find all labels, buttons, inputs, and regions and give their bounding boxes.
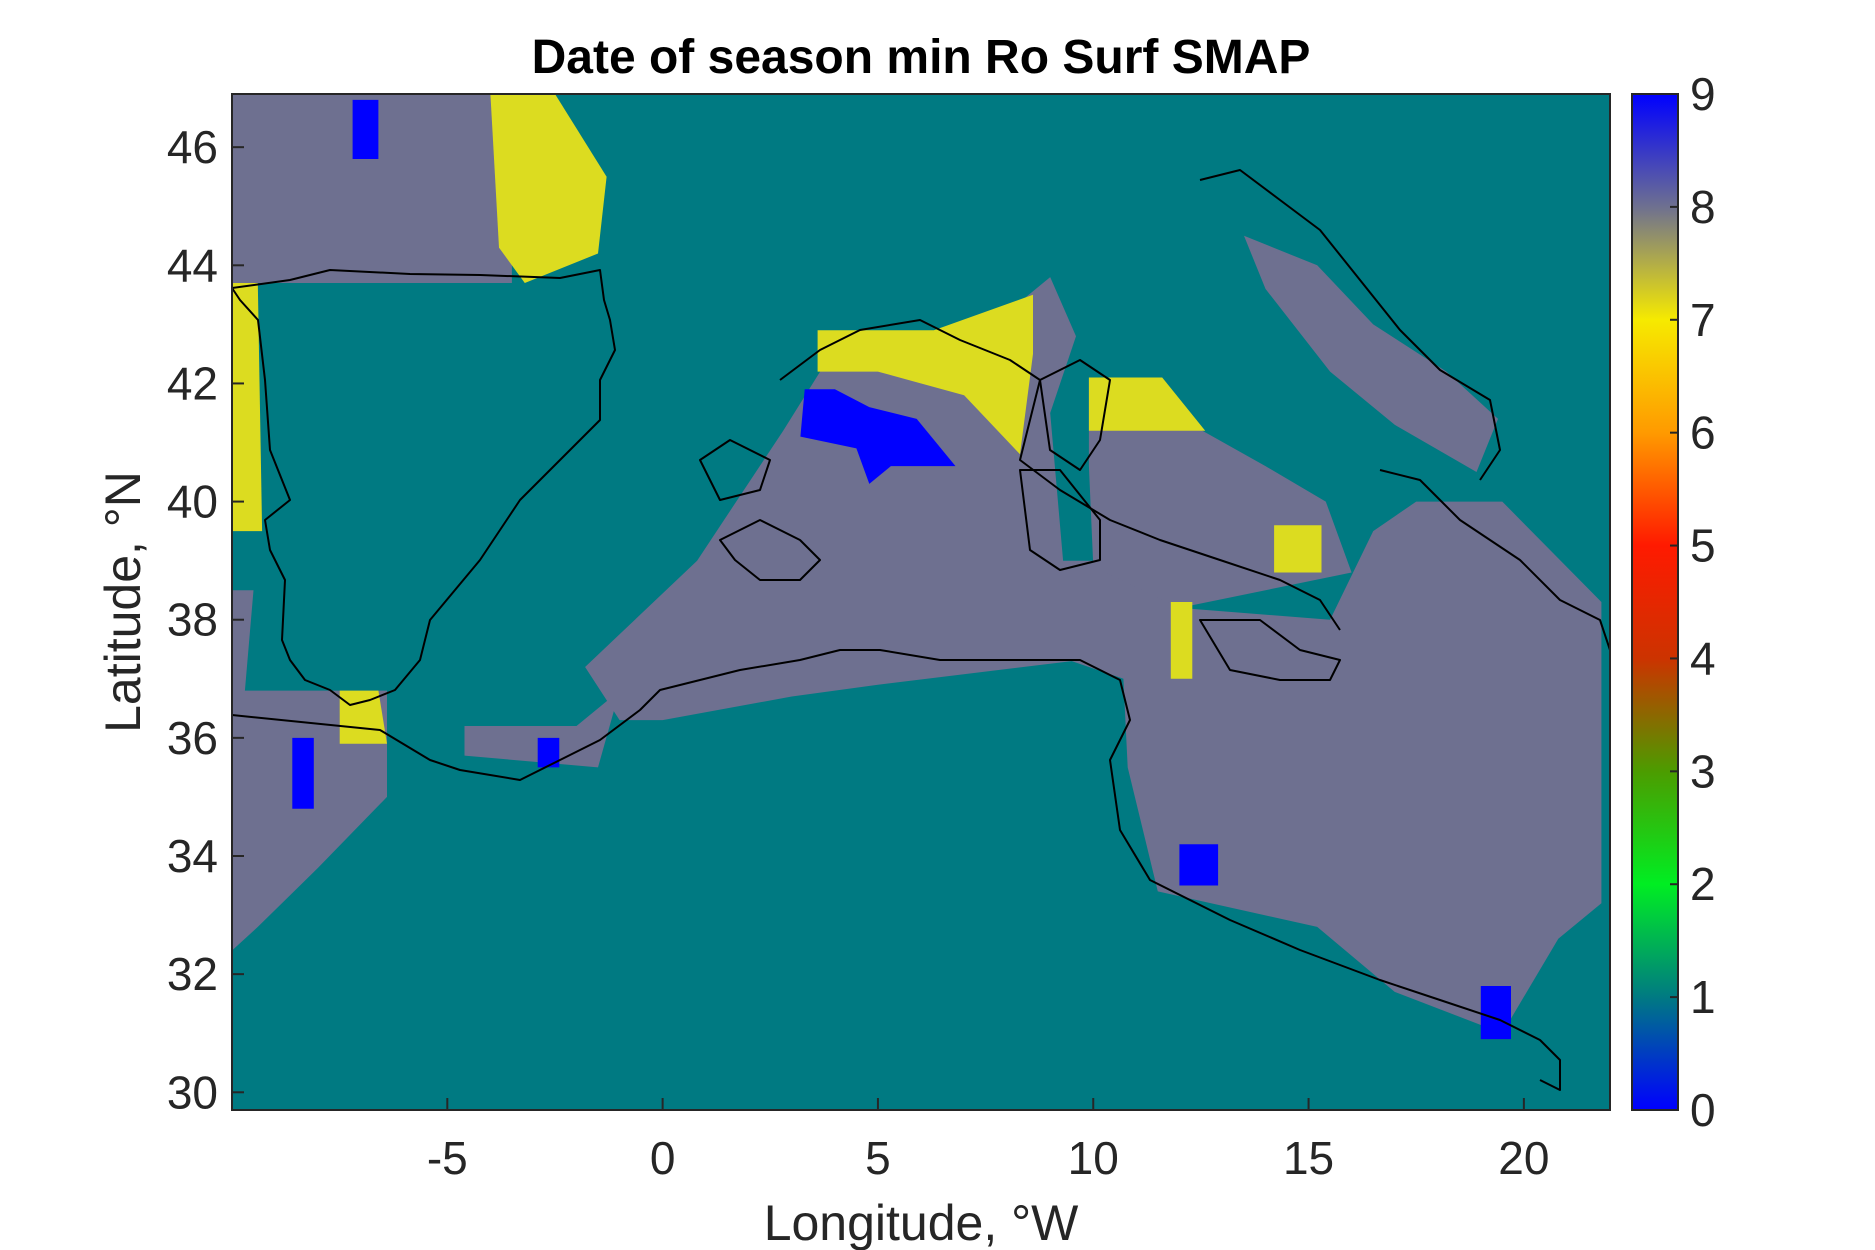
colorbar-gradient (1631, 93, 1679, 1111)
region-8 (464, 690, 620, 768)
region-15 (1244, 235, 1498, 472)
plot-area (232, 94, 1610, 1110)
region-9 (537, 737, 560, 768)
region-13 (800, 389, 956, 484)
region-2 (490, 94, 607, 283)
region-12 (817, 294, 1033, 455)
colorbar: 0 1 2 3 4 5 6 7 8 9 (1631, 68, 1716, 1136)
y-tick-label: 34 (167, 830, 218, 882)
colorbar-tick-label: 8 (1690, 181, 1716, 233)
colorbar-tick-label: 7 (1690, 294, 1716, 346)
x-tick-label: 5 (865, 1132, 891, 1184)
y-tick-label: 30 (167, 1066, 218, 1118)
y-tick-label: 44 (167, 239, 218, 291)
y-axis-title: Latitude, °N (95, 471, 151, 733)
colorbar-tick-label: 4 (1690, 632, 1716, 684)
x-axis-title: Longitude, °W (764, 1195, 1079, 1250)
region-10 (585, 277, 1602, 1034)
region-18 (1179, 844, 1219, 886)
y-tick-label: 32 (167, 948, 218, 1000)
y-axis: 30 32 34 36 38 40 42 44 46 (167, 121, 244, 1118)
plot-frame (231, 93, 1611, 1111)
region-1 (232, 94, 512, 283)
x-tick-label: 20 (1498, 1132, 1549, 1184)
colorbar-tick-label: 3 (1690, 745, 1716, 797)
colorbar-tick-label: 0 (1690, 1084, 1716, 1136)
region-16 (1274, 525, 1322, 573)
x-tick-label: -5 (427, 1132, 468, 1184)
x-tick-label: 10 (1068, 1132, 1119, 1184)
y-tick-label: 46 (167, 121, 218, 173)
colorbar-tick-label: 9 (1690, 68, 1716, 120)
region-3 (352, 99, 379, 159)
region-19 (1480, 986, 1511, 1040)
region-7 (292, 737, 314, 809)
y-tick-label: 36 (167, 712, 218, 764)
coastline (232, 169, 1610, 1091)
x-axis: -5 0 5 10 15 20 (427, 1098, 1549, 1184)
y-tick-label: 42 (167, 357, 218, 409)
x-tick-label: 15 (1283, 1132, 1334, 1184)
colorbar-tick-label: 6 (1690, 407, 1716, 459)
x-tick-label: 0 (650, 1132, 676, 1184)
colorbar-tick-label: 2 (1690, 858, 1716, 910)
y-tick-label: 40 (167, 476, 218, 528)
colorbar-tick-label: 1 (1690, 971, 1716, 1023)
region-14 (1088, 377, 1206, 431)
y-tick-label: 38 (167, 594, 218, 646)
chart-title: Date of season min Ro Surf SMAP (532, 31, 1311, 84)
region-17 (1170, 602, 1193, 679)
region-4 (232, 283, 263, 532)
colorbar-tick-label: 5 (1690, 520, 1716, 572)
